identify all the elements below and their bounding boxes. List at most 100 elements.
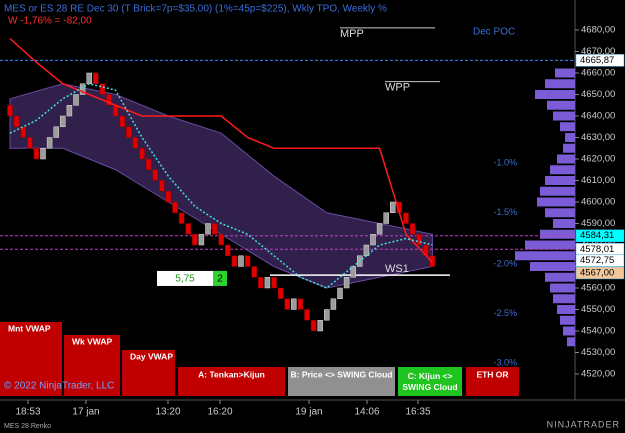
price-label: 4578,01 [580,244,614,255]
brick [112,105,119,117]
brick [46,137,53,149]
button-label[interactable]: B: Price <> SWING Cloud [290,369,392,379]
button-label[interactable]: Wk VWAP [72,336,112,346]
brick [343,277,350,289]
brick [20,126,26,138]
level-label: WS1 [385,263,409,275]
profile-bar [553,111,575,121]
brick [390,201,396,213]
profile-bar [563,143,575,153]
brick [53,126,59,138]
profile-bar [545,272,575,282]
button[interactable] [122,350,175,396]
profile-bar [547,100,575,110]
profile-bar [565,133,575,142]
brick [211,223,218,235]
instrument-label: MES 28 Renko [4,423,51,430]
brick [66,105,73,117]
button-label[interactable]: Mnt VWAP [8,323,51,333]
profile-bar [553,294,575,304]
button[interactable] [178,367,285,396]
brick [152,169,158,181]
brick [291,298,297,310]
button[interactable] [466,367,519,396]
brick [350,266,356,278]
y-tick-label: 4520,00 [581,369,615,380]
button[interactable] [64,335,120,396]
profile-bar [550,283,575,293]
x-tick-label: 13:20 [155,407,180,418]
x-tick-label: 17 jan [72,407,99,418]
y-tick-label: 4560,00 [581,283,615,294]
brick [27,137,33,149]
brick [13,115,20,127]
poc-label: Dec POC [473,27,515,38]
brick [60,115,66,127]
button-label[interactable]: C: Kijun <> SWING Cloud [402,371,457,392]
brick [324,309,330,321]
profile-bar [515,251,575,261]
subtitle: W -1,76% = -82,00 [8,16,92,27]
y-tick-label: 4600,00 [581,197,615,208]
brick [132,137,139,149]
brick [218,234,224,246]
brick [79,83,86,95]
y-tick-label: 4660,00 [581,68,615,79]
brick [403,212,409,224]
brick [251,266,257,278]
brick [119,115,125,127]
x-tick-label: 16:20 [207,407,232,418]
brick [337,287,343,299]
brick [244,255,251,267]
brick [238,255,244,267]
profile-bar [537,197,575,207]
brick [376,223,383,235]
y-tick-label: 4640,00 [581,111,615,122]
profile-bar [545,176,575,185]
button-label[interactable]: Day VWAP [130,351,173,361]
brick [106,94,112,106]
price-label-box [575,266,625,280]
y-tick-label: 4630,00 [581,132,615,143]
profile-bar [530,262,575,271]
profile-bar [553,219,575,228]
brick [198,234,205,246]
y-tick-label: 4650,00 [581,89,615,100]
brick [284,298,290,310]
brick [192,234,198,246]
price-label-box [575,54,625,67]
button[interactable] [288,367,395,396]
chart-title: MES or ES 28 RE Dec 30 (T Brick=7p=$35.0… [4,4,387,15]
level-label: WPP [385,82,410,94]
brick [231,255,238,267]
price-label: 4567,00 [580,267,614,278]
profile-bar [563,326,575,336]
profile-bar [525,240,575,250]
percent-label: -3.0% [493,358,517,368]
percent-label: -1.0% [493,158,517,168]
brick [93,72,99,84]
x-tick-label: 14:06 [354,407,379,418]
profile-bar [540,186,575,196]
counter-badge [213,270,227,286]
y-tick-label: 4540,00 [581,326,615,337]
brick [277,287,284,299]
profile-bar [545,79,575,89]
brick [86,72,92,84]
counter-box [157,270,213,286]
brick [297,298,304,310]
y-tick-label: 4530,00 [581,347,615,358]
brick [40,148,46,160]
button[interactable] [0,322,62,396]
button-label[interactable]: ETH OR [476,369,508,379]
profile-bar [550,165,575,175]
button-label[interactable]: A: Tenkan>Kijun [198,369,265,379]
button[interactable] [398,367,462,396]
level-label: MPP [340,28,364,40]
brick [73,94,79,106]
x-tick-label: 16:35 [405,407,430,418]
profile-bar [567,337,575,347]
price-label-box [575,254,625,267]
line-series [9,82,433,289]
